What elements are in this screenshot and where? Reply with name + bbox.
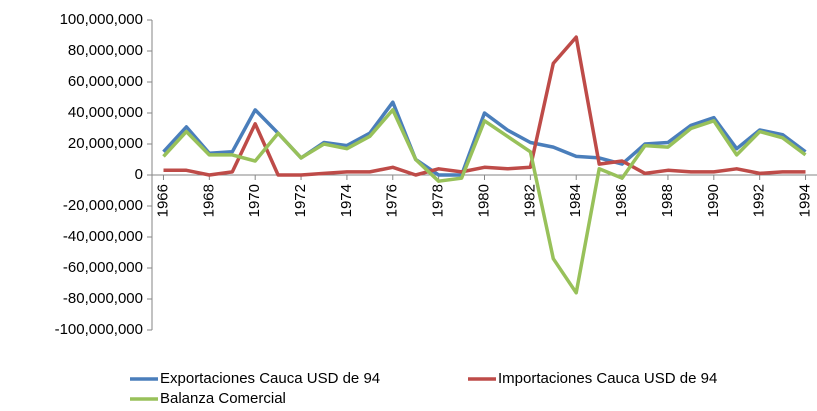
x-tick-label: 1970: [246, 184, 263, 217]
x-tick-label: 1990: [705, 184, 722, 217]
y-tick-label: -100,000,000: [55, 321, 143, 338]
series-line: [162, 100, 807, 177]
series-line: [162, 108, 807, 295]
y-tick-label: 80,000,000: [68, 42, 143, 59]
y-tick-label: 0: [135, 166, 143, 183]
x-tick-label: 1966: [154, 184, 171, 217]
legend-label: Exportaciones Cauca USD de 94: [160, 370, 380, 387]
x-tick-label: 1988: [659, 184, 676, 217]
y-tick-label: 20,000,000: [68, 135, 143, 152]
y-tick-label: 100,000,000: [60, 11, 143, 28]
x-tick-label: 1994: [797, 184, 814, 217]
x-tick-label: 1968: [200, 184, 217, 217]
x-tick-label: 1974: [338, 184, 355, 217]
x-tick-label: 1984: [567, 184, 584, 217]
legend-label: Importaciones Cauca USD de 94: [498, 370, 717, 387]
series-line: [163, 35, 806, 177]
legend-label: Balanza Comercial: [160, 390, 286, 406]
y-tick-label: -40,000,000: [63, 228, 143, 245]
y-tick-label: -60,000,000: [63, 259, 143, 276]
y-tick-label: 60,000,000: [68, 73, 143, 90]
x-tick-label: 1980: [475, 184, 492, 217]
x-tick-label: 1978: [430, 184, 447, 217]
x-tick-label: 1976: [384, 184, 401, 217]
x-tick-label: 1992: [751, 184, 768, 217]
x-tick-label: 1972: [292, 184, 309, 217]
y-tick-label: -20,000,000: [63, 197, 143, 214]
x-tick-label: 1982: [521, 184, 538, 217]
y-tick-label: -80,000,000: [63, 290, 143, 307]
x-tick-label: 1986: [613, 184, 630, 217]
y-tick-label: 40,000,000: [68, 104, 143, 121]
